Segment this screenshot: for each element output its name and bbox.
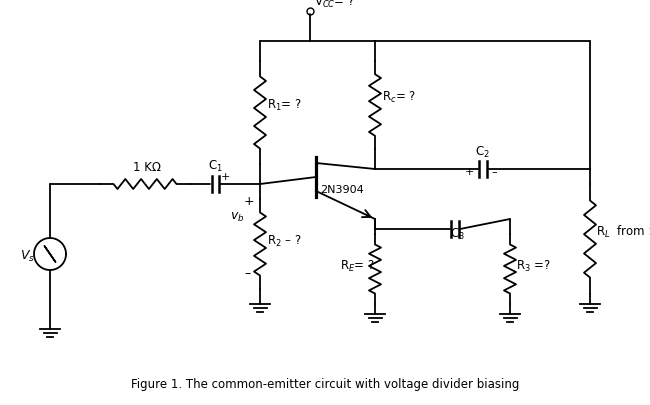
Text: +: + — [465, 166, 474, 177]
Text: C$_3$: C$_3$ — [450, 226, 465, 241]
Text: C$_1$: C$_1$ — [208, 159, 223, 174]
Text: +: + — [244, 194, 255, 207]
Text: R$_L$  from Specs.: R$_L$ from Specs. — [596, 222, 650, 239]
Text: –: – — [244, 266, 250, 279]
Text: Figure 1. The common-emitter circuit with voltage divider biasing: Figure 1. The common-emitter circuit wit… — [131, 377, 519, 390]
Text: R$_E$= ?: R$_E$= ? — [340, 258, 375, 273]
Text: $V_s$: $V_s$ — [20, 248, 35, 263]
Text: V$_{CC}$= ?: V$_{CC}$= ? — [314, 0, 355, 10]
Text: –: – — [491, 166, 497, 177]
Text: R$_2$ – ?: R$_2$ – ? — [267, 233, 302, 249]
Text: R$_1$= ?: R$_1$= ? — [267, 97, 302, 112]
Text: $v_b$: $v_b$ — [230, 211, 244, 224]
Text: 1 KΩ: 1 KΩ — [133, 161, 161, 174]
Text: 2N3904: 2N3904 — [320, 185, 364, 194]
Text: +: + — [221, 172, 230, 181]
Text: R$_c$= ?: R$_c$= ? — [382, 90, 416, 105]
Text: C$_2$: C$_2$ — [475, 145, 489, 160]
Text: R$_3$ =?: R$_3$ =? — [516, 258, 551, 273]
